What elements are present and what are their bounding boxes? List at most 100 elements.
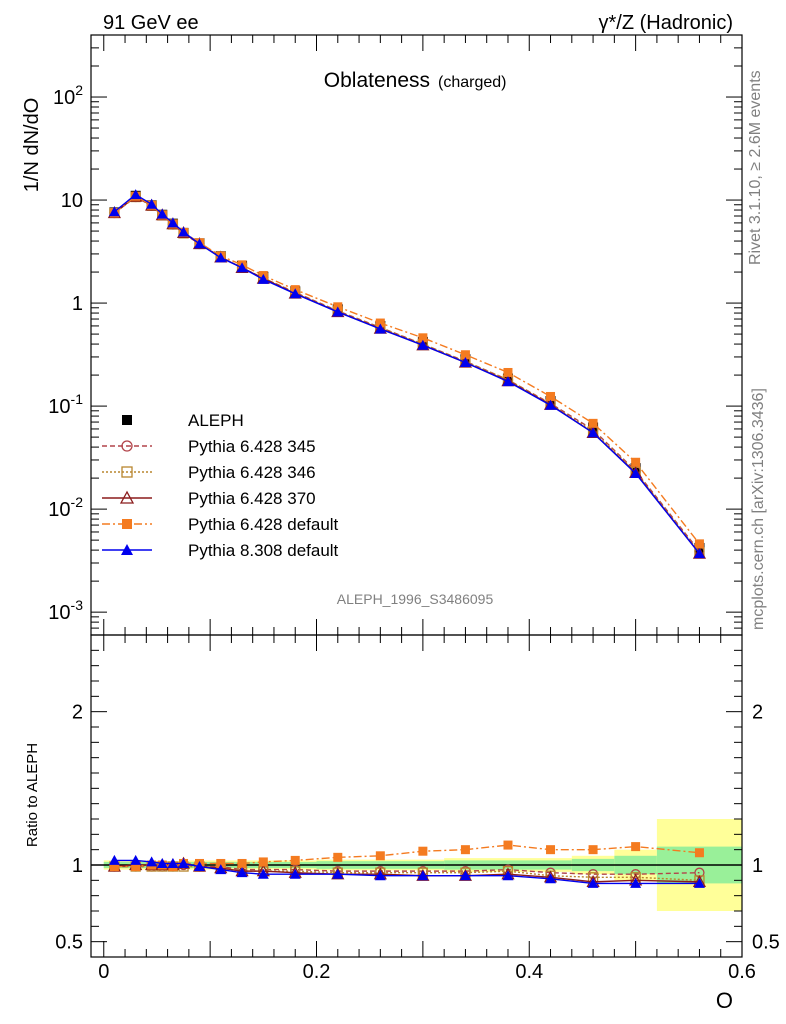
ratio-y-tick-label: 1 [72,855,83,877]
legend-label: Pythia 6.428 370 [188,489,316,508]
data-point [545,399,557,410]
data-point [460,350,470,360]
data-point [146,198,158,209]
x-tick-label: 0.4 [515,961,543,983]
ratio-data-point [587,877,599,888]
ratio-data-point [216,858,226,868]
ratio-data-point [460,845,470,855]
data-point [631,457,641,467]
data-point [332,306,344,317]
main-y-axis-label: 1/N dN/dO [21,98,43,192]
data-point [503,367,513,377]
ratio-y-tick-label: 0.5 [55,932,83,954]
ratio-data-point [502,870,514,881]
mcplots-url-label: mcplots.cern.ch [arXiv:1306.3436] [750,388,767,630]
ratio-data-point [178,857,190,868]
data-point [156,208,168,219]
ratio-y-axis-label: Ratio to ALEPH [24,743,41,847]
chart-title: Oblateness [324,69,430,92]
ratio-y-tick-label-right: 2 [752,702,763,724]
legend-marker [122,415,132,425]
ratio-data-point [215,864,227,875]
x-tick-label: 0.2 [303,961,331,983]
legend-item: Pythia 6.428 345 [102,437,316,456]
y-tick-label: 10 [61,190,83,212]
ratio-data-point [289,868,301,879]
legend-label: Pythia 6.428 default [188,515,339,534]
main-plot-panel: 10-3 10-2 10-1 1 10 102 [48,34,743,636]
data-point [693,548,705,559]
data-point [418,333,428,343]
ratio-data-point [588,845,598,855]
y-tick-label: 1 [72,293,83,315]
legend-marker [119,490,135,504]
ratio-data-point [257,868,269,879]
ratio-data-point [375,851,385,861]
ratio-data-point [630,877,642,888]
data-point [374,323,386,334]
y-tick-label: 102 [53,82,83,109]
ratio-data-point [156,857,168,868]
legend: ALEPH Pythia 6.428 345 Pythia 6.428 346 Pyt… [102,411,339,560]
legend-label: Pythia 8.308 default [188,541,339,560]
ratio-data-point [167,857,179,868]
ratio-data-point [374,870,386,881]
data-point [130,189,142,200]
data-point [694,539,704,549]
legend-item: Pythia 6.428 346 [102,463,316,482]
ratio-data-point [418,846,428,856]
data-point [587,427,599,438]
data-point [417,339,429,350]
ratio-data-point [332,868,344,879]
legend-marker [121,466,133,478]
data-point [108,206,120,217]
data-point [546,391,556,401]
ratio-data-point [236,867,248,878]
ratio-data-point [131,862,141,872]
ratio-data-point [146,856,158,867]
legend-label: Pythia 6.428 346 [188,463,316,482]
data-point [178,226,190,237]
ratio-data-point [333,852,343,862]
y-tick-label: 10-2 [48,494,83,521]
legend-marker [122,519,132,529]
data-point [375,318,385,328]
data-point [215,252,227,263]
data-point [289,288,301,299]
x-tick-label: 0 [98,961,109,983]
legend-item: Pythia 8.308 default [102,541,339,560]
chart-subtitle: (charged) [438,74,506,91]
legend-label: ALEPH [188,411,244,430]
ratio-data-point [545,873,557,884]
ratio-frame [90,634,743,958]
ratio-data-point [290,855,300,865]
data-point [194,238,205,249]
ratio-data-point [237,858,247,868]
data-point [236,262,248,273]
legend-marker [121,440,133,452]
x-tick-label: 0.6 [728,961,756,983]
data-point [167,217,179,228]
y-tick-label: 10-1 [48,391,83,418]
legend-item: Pythia 6.428 default [102,515,339,534]
series-line [113,195,701,545]
series-pythia-8-308-default [108,189,705,559]
rivet-version-label: Rivet 3.1.10, ≥ 2.6M events [747,70,764,265]
ratio-data-point [459,870,471,881]
header-right-label: γ*/Z (Hadronic) [599,12,733,34]
header-left-label: 91 GeV ee [103,12,199,34]
ratio-data-point [693,877,705,888]
data-point [257,273,269,284]
data-point [459,356,471,367]
ratio-series-pythia-8-308-default [108,854,705,888]
legend-item: Pythia 6.428 370 [102,489,316,508]
ratio-y-tick-label-right: 1 [752,855,763,877]
analysis-label: ALEPH_1996_S3486095 [337,591,494,607]
ratio-data-point [108,854,120,865]
data-point [588,418,598,428]
legend-label: Pythia 6.428 345 [188,437,316,456]
data-point [630,467,642,478]
x-axis-label: O [716,988,733,1013]
y-tick-label: 10-3 [48,597,83,624]
